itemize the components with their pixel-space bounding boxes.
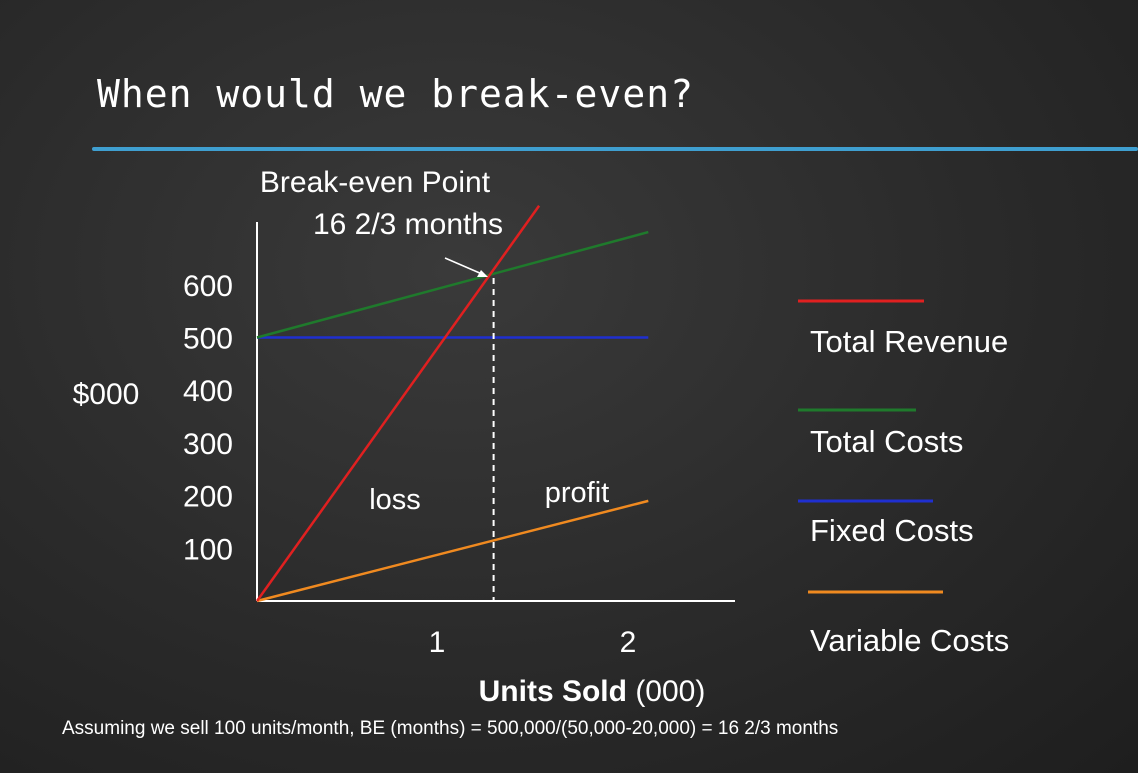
loss-region-label: loss xyxy=(369,484,421,516)
y-tick-label: 500 xyxy=(183,323,233,356)
break-even-label-line2: 16 2/3 months xyxy=(313,208,503,241)
break-even-arrow xyxy=(444,257,488,277)
x-tick-label: 1 xyxy=(429,626,446,659)
y-tick-label: 300 xyxy=(183,428,233,461)
series-lines xyxy=(255,205,649,603)
profit-region-label: profit xyxy=(545,477,609,509)
y-tick-label: 600 xyxy=(183,270,233,303)
slide-title: When would we break-even? xyxy=(97,72,694,116)
y-tick-label: 100 xyxy=(183,533,233,566)
legend: Total Revenue Total Costs Fixed Costs Varia… xyxy=(798,299,1009,658)
title-underline xyxy=(92,147,1138,151)
legend-label: Total Costs xyxy=(810,424,963,459)
break-even-label-line1: Break-even Point xyxy=(260,166,491,199)
footnote: Assuming we sell 100 units/month, BE (mo… xyxy=(62,718,839,739)
x-axis-label-bold: Units Sold xyxy=(479,675,627,708)
chart-axes xyxy=(256,222,735,602)
x-axis-label-unit: (000) xyxy=(635,675,705,708)
y-tick-labels: 600 500 400 300 200 100 xyxy=(183,270,233,567)
y-axis-label: $000 xyxy=(73,378,140,411)
x-tick-label: 2 xyxy=(620,626,637,659)
series-line-variable-costs xyxy=(256,499,649,603)
x-axis-label: Units Sold (000) xyxy=(479,675,706,708)
legend-label: Fixed Costs xyxy=(810,513,974,548)
series-line-total-costs xyxy=(256,230,649,339)
legend-label: Total Revenue xyxy=(810,324,1008,359)
legend-label: Variable Costs xyxy=(810,623,1009,658)
y-tick-label: 200 xyxy=(183,481,233,514)
series-line-total-revenue xyxy=(255,205,541,602)
y-tick-label: 400 xyxy=(183,375,233,408)
